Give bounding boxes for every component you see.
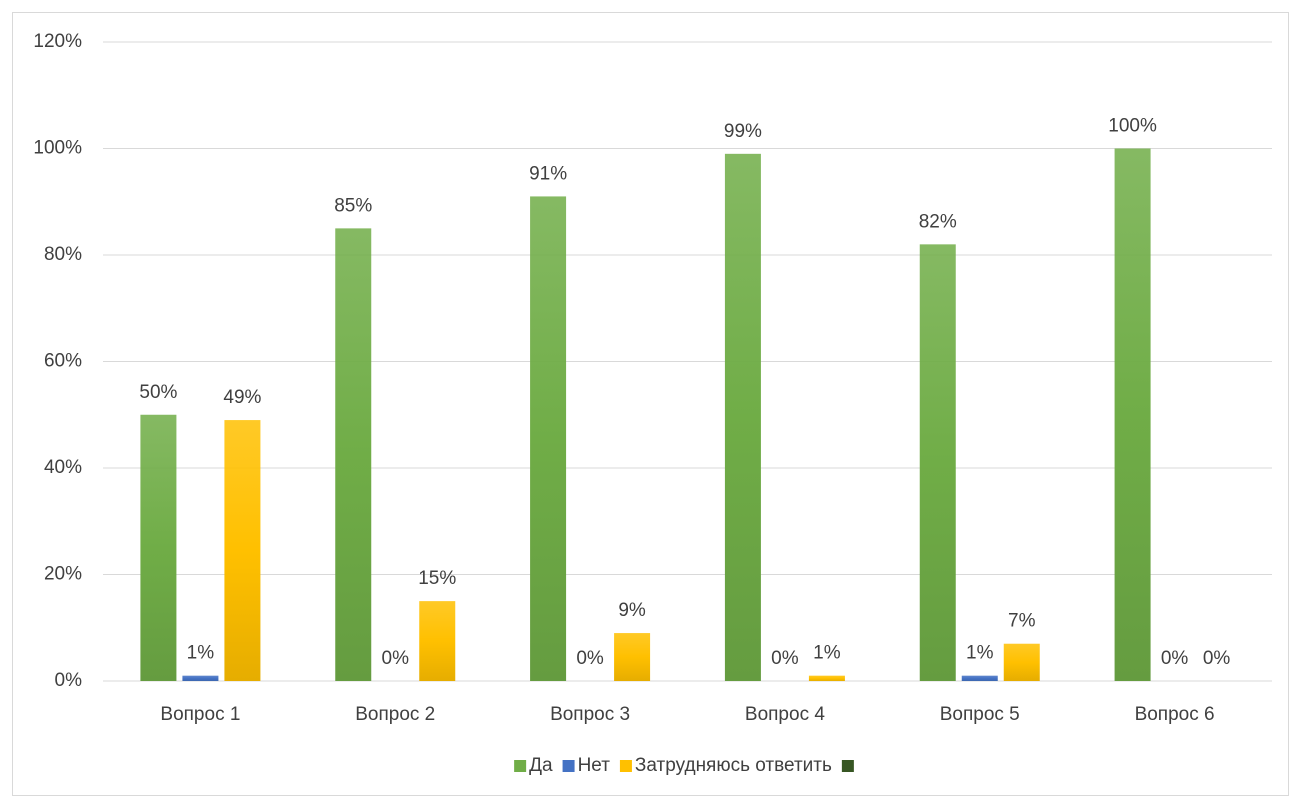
x-tick-label: Вопрос 2 bbox=[355, 704, 435, 725]
data-label: 0% bbox=[1203, 648, 1231, 669]
x-tick-label: Вопрос 5 bbox=[940, 704, 1020, 725]
bar bbox=[335, 228, 372, 681]
bar bbox=[1003, 643, 1040, 681]
bar bbox=[808, 675, 845, 681]
bar bbox=[961, 675, 998, 681]
bar bbox=[724, 153, 761, 681]
y-tick-label: 100% bbox=[33, 138, 82, 159]
bar bbox=[614, 633, 651, 681]
data-label: 91% bbox=[529, 163, 567, 184]
legend-swatch bbox=[514, 760, 527, 772]
legend-label: Нет bbox=[578, 755, 611, 776]
bar bbox=[530, 196, 567, 682]
bar bbox=[140, 414, 177, 681]
data-label: 1% bbox=[813, 643, 841, 664]
bar bbox=[1114, 148, 1151, 681]
legend-swatch bbox=[619, 760, 632, 772]
bar bbox=[182, 675, 219, 681]
y-tick-label: 80% bbox=[44, 244, 82, 265]
data-label: 15% bbox=[418, 568, 456, 589]
data-label: 100% bbox=[1108, 116, 1157, 137]
y-tick-label: 20% bbox=[44, 564, 82, 585]
x-tick-label: Вопрос 1 bbox=[160, 704, 240, 725]
bar bbox=[224, 420, 261, 681]
data-label: 1% bbox=[187, 643, 215, 664]
data-label: 50% bbox=[139, 382, 177, 403]
data-label: 85% bbox=[334, 195, 372, 216]
data-label: 0% bbox=[1161, 648, 1189, 669]
legend: Да Нет Затрудняюсь ответить bbox=[514, 755, 854, 776]
y-tick-label: 60% bbox=[44, 351, 82, 372]
y-tick-label: 0% bbox=[55, 670, 83, 691]
y-tick-label: 120% bbox=[33, 31, 82, 52]
data-label: 0% bbox=[382, 648, 410, 669]
bar bbox=[419, 601, 456, 681]
legend-swatch bbox=[841, 760, 854, 772]
legend-swatch bbox=[562, 760, 575, 772]
data-label: 1% bbox=[966, 643, 994, 664]
bar bbox=[919, 244, 956, 681]
data-label: 0% bbox=[576, 648, 604, 669]
data-label: 7% bbox=[1008, 611, 1036, 632]
legend-label: Да bbox=[529, 755, 553, 776]
x-tick-label: Вопрос 6 bbox=[1135, 704, 1215, 725]
x-tick-label: Вопрос 3 bbox=[550, 704, 630, 725]
data-label: 0% bbox=[771, 648, 799, 669]
legend-label: Затрудняюсь ответить bbox=[635, 755, 832, 776]
data-label: 49% bbox=[223, 387, 261, 408]
data-label: 9% bbox=[618, 600, 646, 621]
data-label: 99% bbox=[724, 121, 762, 142]
x-tick-label: Вопрос 4 bbox=[745, 704, 825, 725]
y-tick-label: 40% bbox=[44, 457, 82, 478]
data-label: 82% bbox=[919, 211, 957, 232]
